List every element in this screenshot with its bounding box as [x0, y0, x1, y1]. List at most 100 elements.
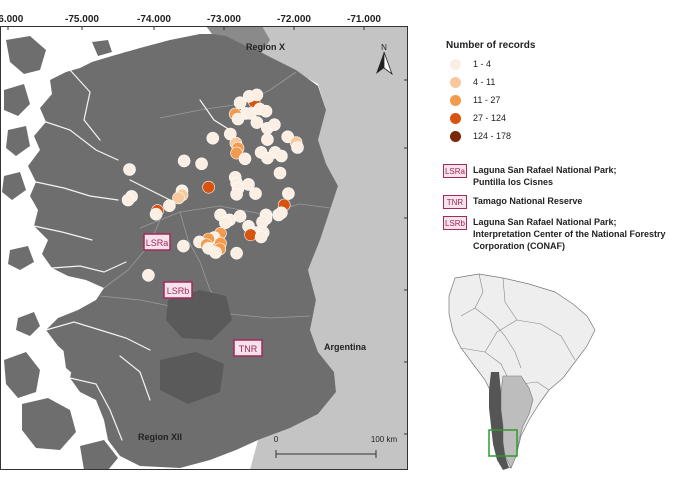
legend-title: Number of records: [446, 40, 536, 51]
legend-swatch: [450, 94, 461, 106]
record-point[interactable]: [238, 152, 252, 166]
record-point[interactable]: [172, 191, 185, 205]
site-code-badge: LSRb: [443, 216, 467, 230]
region-x-land: [206, 26, 270, 52]
record-point[interactable]: [268, 118, 281, 131]
north-arrow-icon: N: [376, 43, 393, 76]
record-point[interactable]: [233, 210, 247, 223]
record-point[interactable]: [291, 141, 304, 154]
longitude-axis: 76.000 -75.000 -74.000 -73.000 -72.000 -…: [0, 14, 381, 30]
site-label-lsra-text: LSRa: [146, 238, 169, 248]
record-point[interactable]: [233, 96, 247, 109]
site-label-lsrb[interactable]: LSRb: [163, 281, 193, 299]
record-point[interactable]: [123, 163, 136, 176]
record-point[interactable]: [275, 206, 288, 220]
site-name: Laguna San Rafael National Park; Interpr…: [473, 216, 666, 252]
legend-swatch: [450, 130, 461, 142]
site-legend-item-tnr: TNR Tamago National Reserve: [443, 195, 680, 209]
record-point[interactable]: [219, 216, 232, 229]
study-area-highlight: [488, 429, 518, 457]
legend-item: 4 - 11: [444, 73, 680, 91]
records-legend: Number of records 1 - 4 4 - 11 11 - 27 2…: [444, 40, 680, 145]
site-name: Tamago National Reserve: [473, 195, 582, 207]
lon-tick-label: -72.000: [277, 14, 311, 25]
region-x-label: Region X: [246, 42, 285, 52]
record-point[interactable]: [230, 188, 243, 201]
record-points: [121, 88, 304, 282]
record-point[interactable]: [273, 166, 287, 180]
site-name-line: Laguna San Rafael National Park;: [473, 165, 617, 175]
record-point[interactable]: [206, 131, 220, 145]
site-label-lsrb-text: LSRb: [167, 286, 190, 296]
site-name-line: Corporation (CONAF): [473, 241, 565, 251]
record-point[interactable]: [195, 157, 208, 171]
record-point[interactable]: [256, 215, 269, 229]
legend-label: 11 - 27: [473, 95, 501, 105]
site-legend: LSRa Laguna San Rafael National Park; Pu…: [443, 164, 680, 259]
archipelago: [2, 36, 118, 470]
record-point[interactable]: [230, 246, 243, 260]
record-point[interactable]: [163, 199, 176, 212]
legend-item: 1 - 4: [444, 55, 680, 73]
record-point[interactable]: [121, 193, 135, 207]
north-label: N: [381, 43, 387, 52]
argentina-label: Argentina: [324, 342, 367, 352]
legend-item: 27 - 124: [444, 109, 680, 127]
record-point[interactable]: [275, 149, 288, 163]
record-point[interactable]: [231, 112, 245, 126]
site-legend-item-lsra: LSRa Laguna San Rafael National Park; Pu…: [443, 164, 680, 188]
site-legend-item-lsrb: LSRb Laguna San Rafael National Park; In…: [443, 216, 680, 252]
site-name-line: Laguna San Rafael National Park;: [473, 217, 617, 227]
record-point[interactable]: [250, 116, 264, 129]
map-frame: [0, 26, 408, 470]
record-point[interactable]: [261, 151, 274, 165]
site-name: Laguna San Rafael National Park; Puntill…: [473, 164, 617, 188]
ice-field: [160, 290, 232, 404]
record-point[interactable]: [209, 246, 222, 259]
site-code-badge: TNR: [443, 195, 467, 209]
record-point[interactable]: [149, 207, 163, 221]
record-point[interactable]: [259, 104, 273, 118]
record-point[interactable]: [261, 133, 274, 146]
site-label-tnr[interactable]: TNR: [233, 339, 263, 357]
site-name-line: Interpretation Center of the National Fo…: [473, 229, 666, 239]
record-point[interactable]: [202, 180, 215, 194]
main-map: 76.000 -75.000 -74.000 -73.000 -72.000 -…: [0, 14, 408, 470]
lon-tick-label: -71.000: [347, 14, 381, 25]
region-xii-label: Region XII: [138, 432, 182, 442]
lon-tick-label: -75.000: [65, 14, 99, 25]
fjords: [33, 69, 231, 441]
legend-item: 124 - 178: [444, 127, 680, 145]
site-label-tnr-text: TNR: [239, 344, 258, 354]
record-point[interactable]: [142, 268, 155, 282]
inset-map-south-america: [448, 273, 596, 470]
legend-label: 124 - 178: [473, 131, 512, 141]
site-name-line: Tamago National Reserve: [473, 196, 583, 206]
record-point[interactable]: [250, 88, 264, 102]
site-label-lsra[interactable]: LSRa: [143, 233, 171, 251]
record-point[interactable]: [244, 228, 257, 242]
legend-swatch: [450, 112, 461, 124]
lon-tick-label: -74.000: [137, 14, 171, 25]
legend-label: 27 - 124: [473, 113, 507, 123]
latitude-ticks: [404, 79, 408, 435]
record-point[interactable]: [254, 230, 268, 244]
chile-inset: [489, 372, 509, 470]
record-point[interactable]: [177, 239, 190, 253]
south-america-land: [448, 273, 596, 469]
site-code-badge: LSRa: [443, 164, 467, 178]
legend-item: 11 - 27: [444, 91, 680, 109]
record-point[interactable]: [177, 154, 191, 168]
scale-start-label: 0: [274, 435, 279, 444]
legend-label: 4 - 11: [473, 77, 496, 87]
record-point[interactable]: [282, 187, 295, 200]
legend-swatch: [450, 76, 461, 88]
scale-end-label: 100 km: [371, 435, 398, 444]
argentina-land: [228, 26, 408, 470]
legend-label: 1 - 4: [473, 59, 492, 69]
site-name-line: Puntilla los Cisnes: [473, 177, 554, 187]
record-point[interactable]: [224, 127, 237, 141]
lon-tick-label: 76.000: [0, 14, 24, 25]
legend-swatch: [450, 58, 461, 70]
record-point[interactable]: [249, 187, 262, 200]
